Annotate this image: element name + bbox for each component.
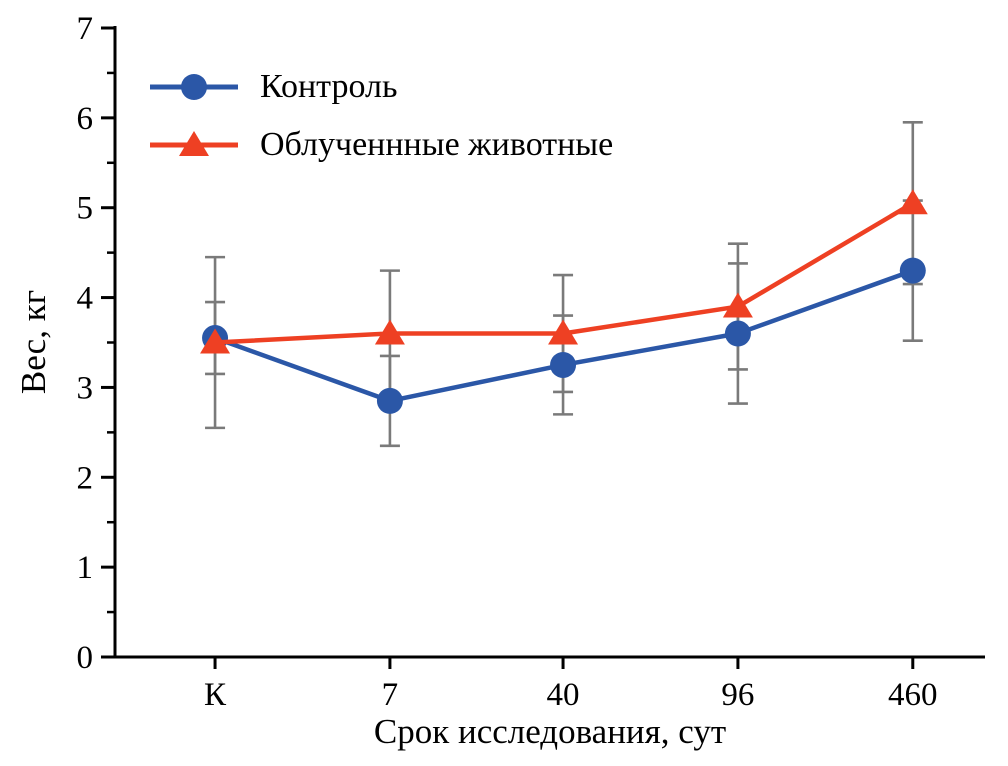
y-tick-label: 7: [77, 11, 94, 47]
legend-item-irradiated: Облученнные животные: [148, 120, 613, 170]
x-tick-label: 460: [888, 677, 938, 713]
series-1-point-2: [548, 319, 579, 345]
series-1-point-4: [897, 189, 928, 215]
series-0-point-1: [376, 387, 403, 414]
x-tick-label: К: [204, 677, 227, 713]
series-1-point-1: [374, 319, 405, 345]
legend-label-irradiated: Облученнные животные: [260, 126, 614, 163]
series-1-point-0: [200, 328, 231, 354]
x-tick-label: 96: [721, 677, 754, 713]
y-tick-label: 5: [77, 191, 94, 227]
control-series-sample-icon: [150, 74, 238, 100]
series-0-point-3: [724, 320, 751, 347]
x-tick-label: 7: [382, 677, 399, 713]
y-tick-label: 4: [77, 281, 94, 317]
series-1-point-3: [722, 292, 753, 318]
series-0-point-4: [899, 257, 926, 284]
legend-marker-sample: [179, 131, 209, 156]
series-1: [200, 189, 928, 354]
y-axis-ticks: 0 1 2 3 4 5 6 7: [77, 11, 115, 676]
irradiated-series-sample-icon: [150, 131, 238, 156]
y-axis-title: Вес, кг: [14, 289, 53, 395]
series-0-point-2: [550, 351, 577, 378]
y-tick-label: 1: [77, 550, 94, 586]
y-tick-label: 0: [77, 640, 94, 676]
y-tick-label: 6: [77, 101, 94, 137]
series-0: [202, 257, 926, 414]
legend-label-control: Контроль: [260, 68, 398, 105]
y-tick-label: 3: [77, 370, 94, 406]
legend-item-control: Контроль: [148, 62, 613, 112]
x-axis-title: Срок исследования, сут: [373, 712, 727, 751]
legend: Контроль Облученнные животные: [148, 62, 613, 170]
error-bars: [205, 121, 923, 448]
x-axis-ticks: К 7 40 96 460: [204, 657, 938, 713]
y-tick-label: 2: [77, 460, 94, 496]
x-tick-label: 40: [547, 677, 580, 713]
legend-marker-sample: [181, 74, 207, 100]
